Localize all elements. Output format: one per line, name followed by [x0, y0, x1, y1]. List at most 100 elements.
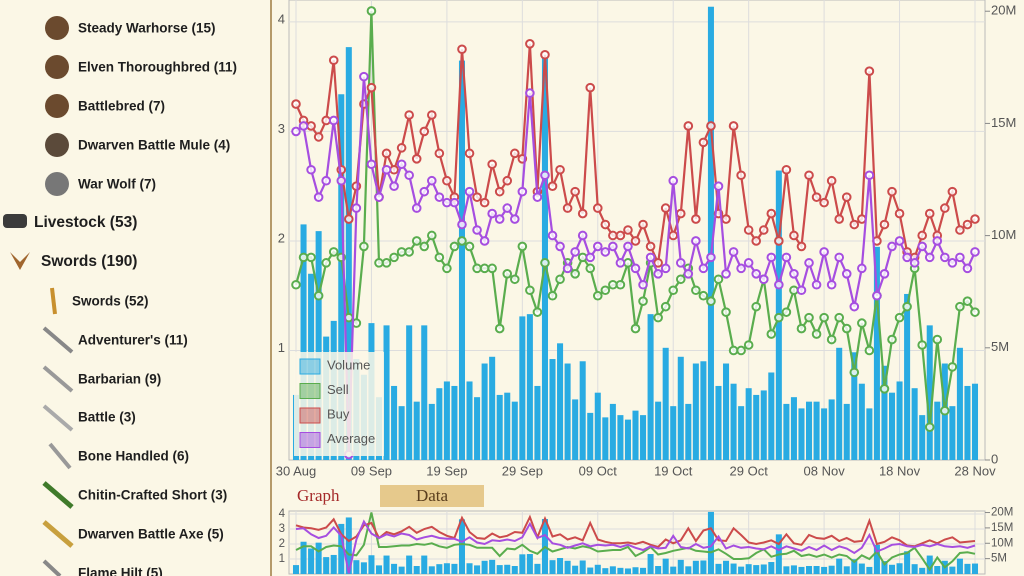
- price-point: [766, 208, 777, 219]
- volume-bar: [383, 325, 390, 460]
- x-tick-label: 29 Oct: [730, 463, 769, 478]
- volume-bar: [300, 541, 307, 574]
- volume-bar: [919, 567, 926, 574]
- price-point: [404, 110, 414, 120]
- price-point: [751, 301, 762, 312]
- price-point: [419, 186, 430, 197]
- price-point: [789, 269, 799, 279]
- item[interactable]: Flame Hilt (5): [78, 566, 163, 576]
- item[interactable]: Barbarian (9): [78, 372, 161, 387]
- price-point: [947, 258, 958, 268]
- price-line: [295, 519, 976, 574]
- price-point: [713, 274, 724, 285]
- y2-tick-label: 20M: [991, 507, 1013, 519]
- price-point: [374, 258, 384, 268]
- price-point: [728, 121, 739, 131]
- price-point: [592, 290, 603, 301]
- price-point: [479, 236, 490, 246]
- volume-bar: [489, 559, 496, 574]
- volume-bar: [398, 566, 405, 574]
- volume-bar: [700, 560, 707, 574]
- price-point: [894, 208, 905, 219]
- volume-bar: [934, 566, 941, 574]
- price-point: [525, 285, 535, 296]
- volume-bar: [647, 554, 654, 574]
- item[interactable]: Chitin-Crafted Short (3): [78, 488, 227, 503]
- price-point: [351, 181, 362, 191]
- price-point: [698, 263, 709, 274]
- volume-bar: [926, 325, 933, 460]
- price-point: [683, 121, 694, 131]
- price-point: [585, 82, 596, 93]
- price-point: [962, 296, 973, 306]
- price-point: [592, 241, 603, 252]
- item[interactable]: Bone Handled (6): [78, 449, 189, 464]
- price-point: [804, 258, 814, 268]
- item[interactable]: Battlebred (7): [78, 99, 165, 114]
- price-point: [366, 82, 377, 93]
- item[interactable]: Adventurer's (11): [78, 333, 188, 348]
- volume-bar: [904, 293, 911, 460]
- item[interactable]: War Wolf (7): [78, 177, 156, 192]
- volume-bar: [919, 415, 926, 460]
- volume-bar: [406, 555, 413, 574]
- swords-icon: [10, 252, 30, 270]
- price-point: [464, 241, 475, 252]
- subcategory[interactable]: Swords (52): [72, 294, 149, 309]
- price-point: [623, 258, 633, 268]
- volume-bar: [873, 544, 880, 574]
- tab[interactable]: Data: [416, 486, 449, 505]
- category[interactable]: Livestock (53): [34, 214, 137, 231]
- x-tick-label: 29 Sep: [502, 463, 543, 478]
- item[interactable]: Steady Warhorse (15): [78, 21, 216, 36]
- price-point: [766, 329, 777, 339]
- price-point: [442, 197, 452, 208]
- price-point: [381, 258, 392, 268]
- price-point: [721, 214, 731, 224]
- volume-bar: [753, 565, 760, 574]
- volume-bar: [821, 566, 828, 574]
- volume-bar: [828, 565, 835, 574]
- volume-bar: [858, 383, 865, 460]
- volume-bar: [798, 566, 805, 574]
- item[interactable]: Battle (3): [78, 410, 136, 425]
- volume-bar: [798, 408, 805, 460]
- volume-bar: [330, 554, 337, 574]
- volume-bar: [707, 511, 714, 574]
- price-point: [547, 181, 558, 191]
- y2-tick-label: 10M: [991, 227, 1016, 242]
- price-point: [291, 279, 301, 290]
- volume-bar: [647, 314, 654, 460]
- price-point: [344, 214, 354, 224]
- price-point: [774, 236, 784, 246]
- volume-bar: [873, 246, 880, 460]
- price-point: [909, 258, 920, 268]
- volume-bar: [345, 517, 352, 574]
- price-point: [306, 252, 316, 263]
- item[interactable]: Elven Thoroughbred (11): [78, 60, 237, 75]
- volume-bar: [421, 555, 428, 574]
- volume-bar: [609, 403, 616, 460]
- price-point: [449, 241, 460, 252]
- volume-bar: [934, 401, 941, 460]
- item[interactable]: Dwarven Battle Axe (5): [78, 527, 224, 542]
- tab[interactable]: Graph: [297, 486, 340, 505]
- volume-bar: [413, 566, 420, 574]
- volume-bar: [360, 562, 367, 574]
- price-point: [381, 148, 392, 159]
- volume-bar: [300, 224, 307, 460]
- volume-bar: [881, 561, 888, 574]
- price-point: [298, 252, 309, 263]
- volume-bar: [858, 563, 865, 574]
- category[interactable]: Swords (190): [41, 253, 137, 270]
- price-point: [940, 405, 950, 416]
- price-point: [600, 247, 611, 257]
- volume-bar: [549, 359, 556, 460]
- volume-bar: [474, 565, 481, 574]
- price-point: [630, 323, 641, 334]
- price-point: [532, 307, 543, 317]
- item[interactable]: Dwarven Battle Mule (4): [78, 138, 230, 153]
- price-point: [517, 186, 528, 197]
- volume-bar: [692, 560, 699, 574]
- price-point: [932, 236, 943, 246]
